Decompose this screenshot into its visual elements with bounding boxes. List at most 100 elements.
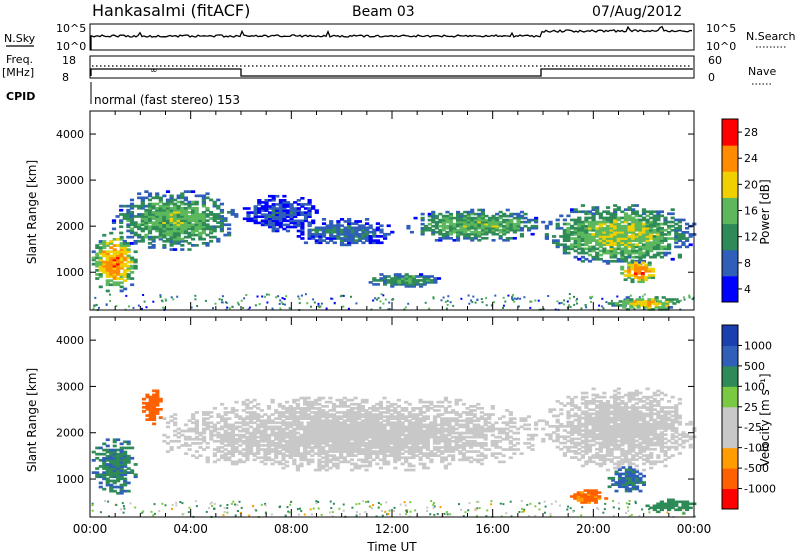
- data-cell: [198, 225, 203, 229]
- data-cell: [198, 217, 203, 220]
- data-cell: [613, 222, 618, 226]
- data-cell: [261, 295, 264, 298]
- data-cell: [237, 303, 240, 306]
- data-cell: [328, 419, 333, 423]
- data-cell: [466, 224, 471, 228]
- data-cell: [429, 407, 434, 410]
- data-cell: [587, 216, 593, 220]
- data-cell: [126, 219, 131, 222]
- data-cell: [469, 446, 474, 449]
- data-cell: [263, 419, 268, 423]
- data-cell: [317, 431, 322, 435]
- data-cell: [223, 506, 226, 509]
- data-cell: [460, 297, 463, 300]
- data-cell: [306, 400, 311, 404]
- data-cell: [466, 216, 471, 220]
- data-cell: [458, 435, 463, 439]
- data-cell: [277, 405, 282, 408]
- data-cell: [456, 214, 461, 218]
- data-cell: [357, 226, 362, 230]
- data-cell: [169, 211, 174, 214]
- data-cell: [339, 417, 344, 420]
- data-cell: [281, 431, 286, 435]
- data-cell: [300, 203, 305, 206]
- data-cell: [109, 273, 114, 276]
- data-cell: [102, 467, 107, 470]
- data-cell: [467, 509, 470, 512]
- data-cell: [390, 277, 395, 280]
- data-cell: [643, 293, 646, 296]
- data-cell: [426, 275, 431, 278]
- data-cell: [389, 437, 394, 441]
- data-cell: [476, 460, 481, 464]
- data-cell: [109, 231, 114, 235]
- data-cell: [331, 444, 337, 447]
- data-cell: [517, 305, 520, 308]
- data-cell: [613, 239, 618, 242]
- data-cell: [281, 462, 286, 466]
- data-cell: [241, 452, 246, 455]
- data-cell: [617, 502, 620, 505]
- data-cell: [580, 243, 585, 247]
- data-cell: [240, 506, 243, 509]
- data-cell: [148, 401, 153, 405]
- data-cell: [98, 446, 103, 450]
- data-cell: [627, 208, 632, 211]
- data-cell: [386, 442, 391, 445]
- data-cell: [587, 233, 593, 236]
- data-cell: [339, 400, 344, 404]
- data-cell: [245, 458, 250, 462]
- data-cell: [364, 427, 369, 431]
- data-cell: [609, 233, 614, 236]
- data-cell: [292, 415, 297, 418]
- data-cell: [191, 217, 196, 220]
- data-cell: [649, 224, 654, 228]
- data-cell: [223, 217, 228, 220]
- data-cell: [490, 500, 493, 503]
- data-cell: [613, 226, 618, 230]
- data-cell: [677, 237, 682, 240]
- data-cell: [404, 450, 409, 453]
- data-cell: [105, 448, 110, 452]
- data-cell: [451, 429, 456, 433]
- data-cell: [573, 295, 575, 298]
- data-cell: [169, 223, 174, 227]
- data-cell: [245, 450, 250, 453]
- data-cell: [331, 297, 334, 300]
- data-cell: [268, 215, 273, 218]
- data-cell: [112, 456, 117, 460]
- data-cell: [252, 421, 257, 425]
- data-cell: [602, 218, 607, 222]
- data-cell: [274, 454, 279, 457]
- data-cell: [549, 512, 552, 515]
- data-cell: [339, 448, 344, 451]
- data-cell: [227, 452, 232, 455]
- data-cell: [176, 239, 181, 243]
- data-cell: [368, 456, 373, 460]
- data-cell: [432, 506, 435, 509]
- data-cell: [418, 429, 423, 433]
- data-cell: [512, 216, 517, 220]
- data-cell: [303, 454, 308, 457]
- data-cell: [122, 511, 125, 514]
- data-cell: [296, 213, 301, 216]
- data-cell: [292, 454, 297, 457]
- data-cell: [668, 306, 673, 309]
- data-cell: [407, 423, 412, 427]
- data-cell: [623, 208, 629, 211]
- data-cell: [102, 452, 107, 456]
- data-cell: [502, 224, 507, 228]
- data-cell: [116, 473, 121, 477]
- data-cell: [95, 269, 100, 272]
- data-cell: [454, 427, 459, 431]
- data-cell: [415, 279, 420, 282]
- data-cell: [425, 435, 430, 439]
- data-cell: [145, 406, 150, 409]
- data-cell: [335, 458, 340, 462]
- data-cell: [566, 508, 569, 511]
- data-cell: [151, 217, 156, 220]
- data-cell: [591, 218, 596, 222]
- data-cell: [396, 425, 401, 429]
- data-cell: [339, 425, 344, 429]
- data-cell: [234, 409, 239, 412]
